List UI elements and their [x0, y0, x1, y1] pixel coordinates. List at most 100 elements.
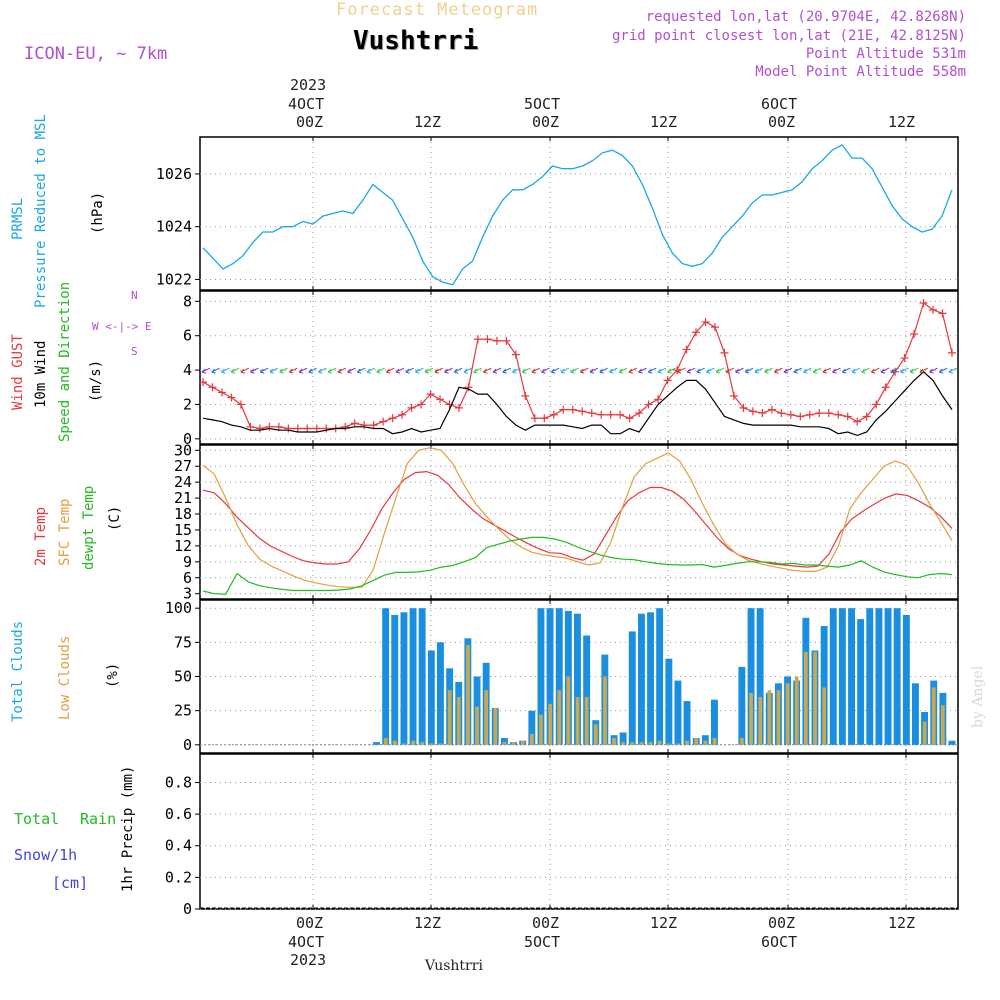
total-cloud-bar [437, 642, 444, 745]
wind-gust-point [246, 422, 255, 431]
requested-coords: requested lon,lat (20.9704E, 42.8268N) [645, 9, 966, 25]
total-cloud-bar [537, 608, 545, 745]
low-cloud-bar [603, 676, 607, 745]
wind-gust-point [255, 424, 264, 433]
wind-direction-arrow [725, 367, 735, 374]
total-cloud-bar [838, 608, 846, 745]
wind-gust-point [710, 323, 719, 332]
top-year-label: 2023 [290, 76, 327, 94]
total-cloud-bar [747, 608, 755, 745]
y-tick-label: 1026 [156, 165, 192, 183]
wind-gust-point [881, 383, 890, 392]
wind-gust-point [454, 403, 463, 412]
top-day-label: 4OCT [288, 95, 325, 113]
low-cloud-bar [740, 738, 744, 745]
wind-direction-arrow [327, 367, 337, 374]
wind-direction-arrow [764, 367, 773, 374]
wind-gust-point [796, 412, 805, 421]
bottom-hour-label: 12Z [650, 914, 678, 932]
cm-label: [cm] [52, 874, 89, 892]
wind-gust-point [483, 335, 492, 344]
low-cloud-bar [767, 690, 772, 745]
wind-gust-point [341, 422, 350, 431]
wind-gust-point [929, 305, 938, 314]
low-cloud-bar [493, 707, 498, 745]
wind-gust-point [597, 410, 606, 419]
compass-s: S [131, 345, 138, 358]
wind-direction-arrow [579, 367, 589, 374]
total-cloud-bar [555, 608, 563, 745]
y-tick-label: 0.4 [165, 837, 192, 855]
wind-direction-arrow [356, 367, 366, 374]
low-cloud-bar [383, 738, 388, 745]
wind-direction-arrow [570, 367, 579, 374]
wind-direction-arrow [628, 367, 638, 374]
total-cloud-bar [866, 608, 874, 745]
wind-gust-point [938, 309, 947, 318]
low-cloud-bar [922, 721, 927, 745]
total-cloud-bar [848, 608, 855, 745]
wind-direction-arrow [395, 367, 405, 374]
low-cloud-bar [593, 724, 598, 745]
low-cloud-bar [466, 645, 470, 745]
low-cloud-bar [539, 714, 543, 745]
wind-direction-arrow [298, 367, 308, 374]
wind-direction-arrow [706, 367, 715, 374]
wind-direction-arrow [812, 367, 822, 374]
total-cloud-bar [501, 738, 508, 745]
wind-direction-arrow [288, 367, 298, 374]
wind-direction-arrow [550, 367, 560, 374]
total-cloud-bar [701, 735, 709, 745]
top-hour-label: 12Z [888, 113, 916, 131]
wind-gust-point [578, 407, 587, 416]
wind-gust-point [587, 409, 596, 418]
wind-direction-arrow [492, 367, 502, 374]
pressure-msl-label: Pressure Reduced to MSL [33, 114, 49, 308]
low-cloud-bar [822, 687, 826, 745]
bottom-day-label: 4OCT [288, 933, 325, 951]
total-cloud-bar [912, 683, 919, 745]
wind-direction-arrow [376, 367, 385, 374]
wind-direction-arrow [900, 367, 909, 374]
low-cloud-bar [804, 651, 808, 745]
wind-gust-point [919, 299, 928, 308]
bottom-hour-label: 00Z [296, 914, 324, 932]
footer-location: Vushtrri [425, 958, 483, 974]
wind-direction-arrow [347, 367, 356, 374]
low-cloud-bar [566, 676, 571, 745]
total-cloud-bar [948, 740, 956, 745]
y-tick-label: 6 [183, 569, 192, 587]
low-cloud-bar [676, 743, 680, 745]
wind-direction-arrow [783, 367, 793, 374]
low-cloud-bar [575, 697, 580, 745]
point-altitude: Point Altitude 531m [805, 46, 966, 62]
total-cloud-bar [574, 613, 581, 745]
wind-direction-arrow [221, 367, 230, 374]
wind-gust-point [644, 400, 653, 409]
wind-gust-point [360, 421, 369, 430]
gridpoint-coords: grid point closest lon,lat (21E, 42.8125… [611, 28, 966, 44]
y-tick-label: 25 [174, 702, 192, 720]
total-cloud-bar [884, 608, 892, 745]
y-tick-label: 0 [183, 900, 192, 918]
top-hour-label: 12Z [414, 113, 442, 131]
top-hour-label: 00Z [768, 113, 796, 131]
wind-direction-arrow [822, 367, 832, 374]
low-cloud-bar [639, 742, 644, 745]
top-day-label: 5OCT [524, 95, 561, 113]
total-cloud-bar [857, 619, 865, 745]
wind-direction-arrow [618, 367, 628, 374]
wind-direction-arrow [230, 367, 240, 374]
rain-label: Rain [80, 810, 117, 828]
total-cloud-bar [756, 608, 764, 745]
y-tick-label: 0 [183, 736, 192, 754]
total-cloud-bar [711, 699, 718, 745]
wind-gust-point [635, 409, 644, 418]
wind-direction-arrow [424, 367, 434, 374]
temperature-frame [199, 444, 959, 600]
wind-gust-point [265, 422, 274, 431]
y-tick-label: 21 [174, 489, 192, 507]
low-cloud-bar [411, 740, 415, 745]
low-cloud-bar [630, 742, 635, 745]
wind-gust-point [284, 424, 293, 433]
